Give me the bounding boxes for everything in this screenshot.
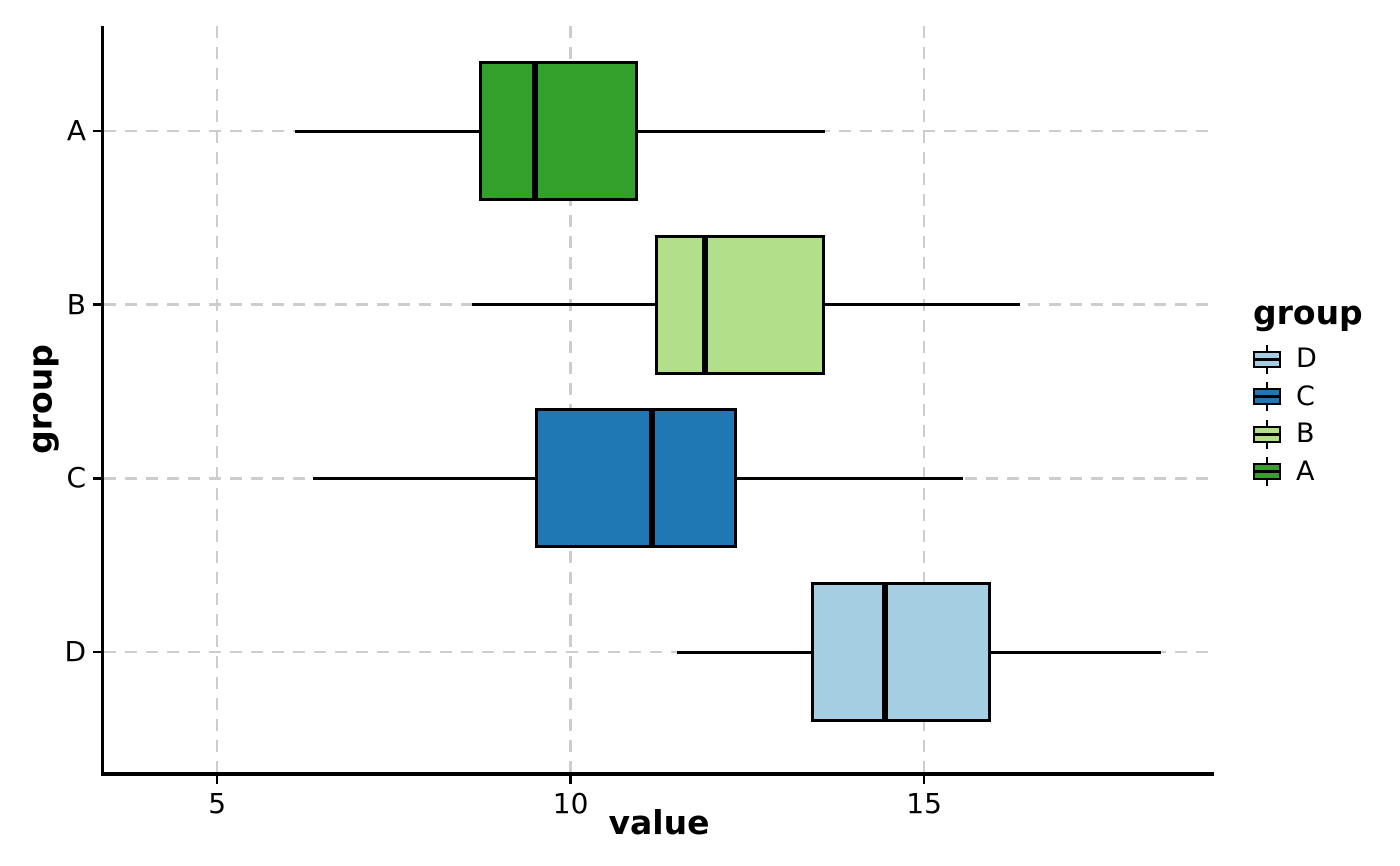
box-A — [478, 61, 638, 201]
box-B — [655, 234, 826, 375]
whisker-right-D — [991, 650, 1161, 654]
legend-label-A: A — [1296, 455, 1315, 487]
x-tick-5 — [215, 775, 219, 784]
legend-title: group — [1253, 293, 1363, 332]
legend-key-boxplot-icon-A — [1253, 452, 1281, 490]
y-axis-title: group — [20, 344, 60, 454]
median-line-A — [532, 61, 539, 201]
whisker-right-B — [825, 303, 1020, 307]
x-tick-label-15: 15 — [906, 787, 942, 820]
whisker-left-C — [312, 476, 536, 480]
legend-entry-C: C — [1253, 378, 1363, 416]
box-D — [811, 582, 992, 722]
y-tick-label-B: B — [66, 287, 86, 321]
whisker-right-A — [637, 129, 826, 133]
legend-label-C: C — [1296, 380, 1315, 412]
y-tick-label-C: C — [66, 461, 86, 495]
y-tick-label-D: D — [64, 635, 86, 668]
gridline-vertical-5 — [215, 26, 219, 772]
y-axis-line — [100, 26, 104, 776]
legend-entry-A: A — [1253, 453, 1363, 491]
whisker-left-A — [294, 129, 479, 133]
x-tick-label-5: 5 — [208, 787, 227, 820]
legend-entry-B: B — [1253, 415, 1363, 453]
y-tick-C — [92, 477, 101, 480]
y-tick-label-A: A — [66, 114, 86, 147]
x-tick-10 — [569, 775, 572, 784]
legend-key-boxplot-icon-B — [1253, 415, 1281, 453]
median-line-B — [701, 234, 708, 375]
y-tick-B — [92, 303, 101, 306]
whisker-right-C — [736, 476, 963, 480]
whisker-left-B — [471, 303, 656, 307]
y-tick-D — [92, 650, 101, 654]
median-line-C — [648, 408, 655, 549]
legend-label-B: B — [1296, 418, 1315, 450]
x-axis-line — [100, 772, 1214, 776]
x-axis-title: value — [608, 803, 710, 842]
legend-key-boxplot-icon-D — [1253, 340, 1281, 378]
whisker-left-D — [676, 650, 811, 654]
legend-entry-D: D — [1253, 340, 1363, 378]
median-line-D — [882, 582, 889, 722]
legend-label-D: D — [1296, 343, 1317, 375]
x-tick-label-10: 10 — [552, 787, 589, 820]
box-C — [535, 408, 737, 549]
x-tick-15 — [922, 775, 926, 784]
y-tick-A — [92, 129, 101, 133]
legend-key-boxplot-icon-C — [1253, 377, 1281, 415]
